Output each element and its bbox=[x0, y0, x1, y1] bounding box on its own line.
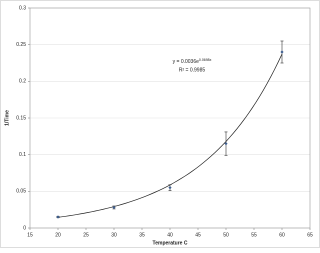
y-tick-label: 0.2 bbox=[19, 79, 26, 85]
data-point bbox=[56, 215, 60, 219]
x-tick-label: 15 bbox=[27, 232, 33, 238]
plot-border bbox=[29, 7, 311, 229]
y-tick-label: 0 bbox=[23, 225, 26, 231]
y-tick-label: 0.15 bbox=[16, 115, 26, 121]
x-tick-label: 20 bbox=[55, 232, 61, 238]
data-point bbox=[224, 142, 228, 146]
equation-base: y = 0.0036e bbox=[173, 59, 199, 65]
y-tick-label: 0.1 bbox=[19, 152, 26, 158]
data-point bbox=[168, 186, 172, 190]
x-tick-label: 50 bbox=[223, 232, 229, 238]
data-point bbox=[280, 50, 284, 54]
x-axis-label: Temperature C bbox=[153, 240, 188, 246]
x-tick-label: 40 bbox=[167, 232, 173, 238]
x-tick-label: 30 bbox=[111, 232, 117, 238]
y-tick-label: 0.25 bbox=[16, 42, 26, 48]
x-tick-label: 55 bbox=[251, 232, 257, 238]
x-tick-label: 35 bbox=[139, 232, 145, 238]
trend-r2: R² = 0.9985 bbox=[179, 67, 205, 73]
x-tick-label: 45 bbox=[195, 232, 201, 238]
y-axis-label: 1/Time bbox=[4, 110, 10, 126]
data-point bbox=[112, 205, 116, 210]
y-tick-label: 0.05 bbox=[16, 189, 26, 195]
equation-exponent: 0.0698x bbox=[199, 58, 212, 62]
x-tick-label: 65 bbox=[307, 232, 313, 238]
x-tick-label: 25 bbox=[83, 232, 89, 238]
x-tick-label: 60 bbox=[279, 232, 285, 238]
y-tick-label: 0.3 bbox=[19, 5, 26, 11]
trend-equation: y = 0.0036e0.0698x bbox=[173, 58, 212, 65]
